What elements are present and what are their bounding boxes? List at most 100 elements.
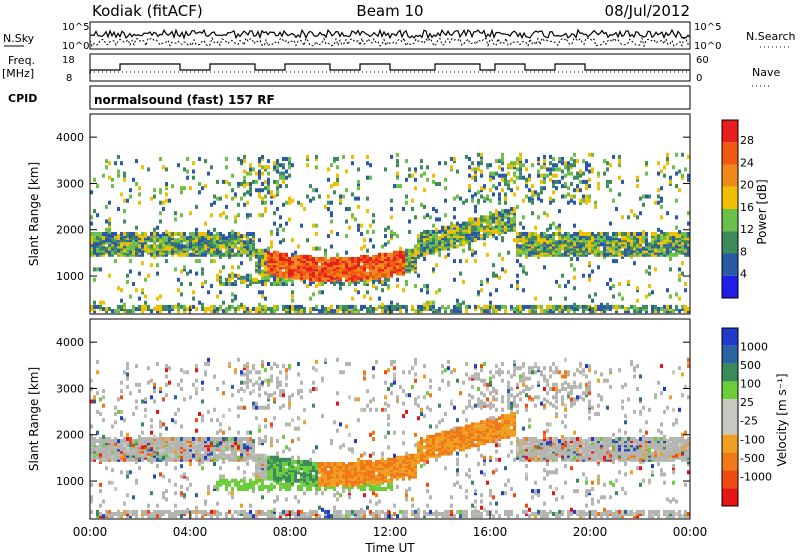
heatmap-cell (261, 474, 264, 479)
heatmap-cell (378, 267, 381, 272)
heatmap-cell (96, 439, 99, 444)
heatmap-cell (261, 290, 264, 295)
heatmap-cell (591, 248, 594, 253)
heatmap-cell (387, 273, 390, 278)
heatmap-cell (246, 244, 249, 249)
heatmap-cell (246, 449, 249, 454)
heatmap-cell (207, 449, 210, 454)
heatmap-cell (210, 457, 213, 462)
heatmap-cell (282, 179, 285, 184)
heatmap-cell (357, 265, 360, 270)
heatmap-cell (264, 424, 267, 429)
heatmap-cell (264, 418, 267, 423)
heatmap-cell (516, 167, 519, 172)
heatmap-cell (543, 240, 546, 245)
heatmap-cell (549, 244, 552, 249)
heatmap-cell (183, 267, 186, 272)
heatmap-cell (279, 464, 282, 469)
heatmap-cell (468, 227, 471, 232)
heatmap-cell (276, 261, 279, 266)
heatmap-cell (603, 246, 606, 251)
heatmap-cell (246, 240, 249, 245)
heatmap-cell (597, 171, 600, 176)
heatmap-cell (597, 304, 600, 309)
heatmap-cell (306, 472, 309, 477)
heatmap-cell (546, 246, 549, 251)
heatmap-cell (150, 512, 153, 516)
heatmap-cell (264, 261, 267, 266)
heatmap-cell (471, 229, 474, 234)
heatmap-cell (633, 232, 636, 236)
heatmap-cell (456, 298, 459, 303)
heatmap-cell (249, 273, 252, 278)
heatmap-cell (297, 269, 300, 274)
heatmap-cell (132, 242, 135, 247)
heatmap-cell (96, 445, 99, 450)
heatmap-cell (204, 370, 207, 375)
heatmap-cell (654, 307, 657, 311)
heatmap-cell (684, 167, 687, 172)
heatmap-cell (216, 480, 219, 485)
heatmap-cell (183, 445, 186, 450)
heatmap-cell (207, 232, 210, 236)
heatmap-cell (357, 259, 360, 264)
heatmap-cell (108, 242, 111, 247)
heatmap-cell (258, 279, 261, 284)
heatmap-cell (159, 242, 162, 247)
heatmap-cell (138, 307, 141, 311)
heatmap-cell (411, 254, 414, 259)
heatmap-cell (147, 366, 150, 371)
heatmap-cell (516, 238, 519, 243)
heatmap-cell (675, 252, 678, 257)
heatmap-cell (654, 244, 657, 249)
heatmap-cell (246, 482, 249, 487)
heatmap-cell (399, 271, 402, 276)
heatmap-cell (528, 304, 531, 309)
heatmap-cell (360, 259, 363, 264)
heatmap-cell (336, 254, 339, 259)
heatmap-cell (366, 259, 369, 264)
heatmap-cell (252, 489, 255, 494)
heatmap-cell (129, 447, 132, 452)
heatmap-cell (420, 246, 423, 251)
heatmap-cell (474, 177, 477, 182)
heatmap-cell (678, 232, 681, 236)
heatmap-cell (219, 441, 222, 446)
heatmap-cell (615, 246, 618, 251)
heatmap-cell (288, 472, 291, 477)
heatmap-cell (480, 194, 483, 199)
heatmap-cell (168, 309, 171, 314)
heatmap-cell (687, 307, 690, 311)
heatmap-cell (327, 207, 330, 211)
heatmap-cell (168, 304, 171, 309)
heatmap-cell (135, 459, 138, 464)
heatmap-cell (105, 453, 108, 458)
heatmap-cell (585, 240, 588, 245)
heatmap-cell (483, 217, 486, 222)
freq-unit: [MHz] (2, 67, 34, 80)
heatmap-cell (507, 219, 510, 224)
heatmap-cell (507, 179, 510, 184)
heatmap-cell (159, 509, 162, 514)
heatmap-cell (465, 240, 468, 245)
heatmap-cell (537, 161, 540, 166)
heatmap-cell (657, 200, 660, 205)
heatmap-cell (336, 491, 339, 496)
heatmap-cell (99, 304, 102, 309)
heatmap-cell (384, 167, 387, 172)
heatmap-cell (318, 487, 321, 491)
heatmap-cell (558, 157, 561, 161)
heatmap-cell (588, 198, 591, 203)
heatmap-cell (111, 439, 114, 444)
heatmap-cell (660, 204, 663, 209)
heatmap-cell (231, 478, 234, 483)
heatmap-cell (552, 157, 555, 161)
heatmap-cell (567, 307, 570, 311)
heatmap-cell (426, 244, 429, 249)
heatmap-cell (174, 509, 177, 514)
heatmap-cell (552, 307, 555, 311)
heatmap-cell (228, 437, 231, 441)
heatmap-cell (369, 304, 372, 309)
heatmap-cell (342, 484, 345, 489)
heatmap-cell (204, 221, 207, 226)
